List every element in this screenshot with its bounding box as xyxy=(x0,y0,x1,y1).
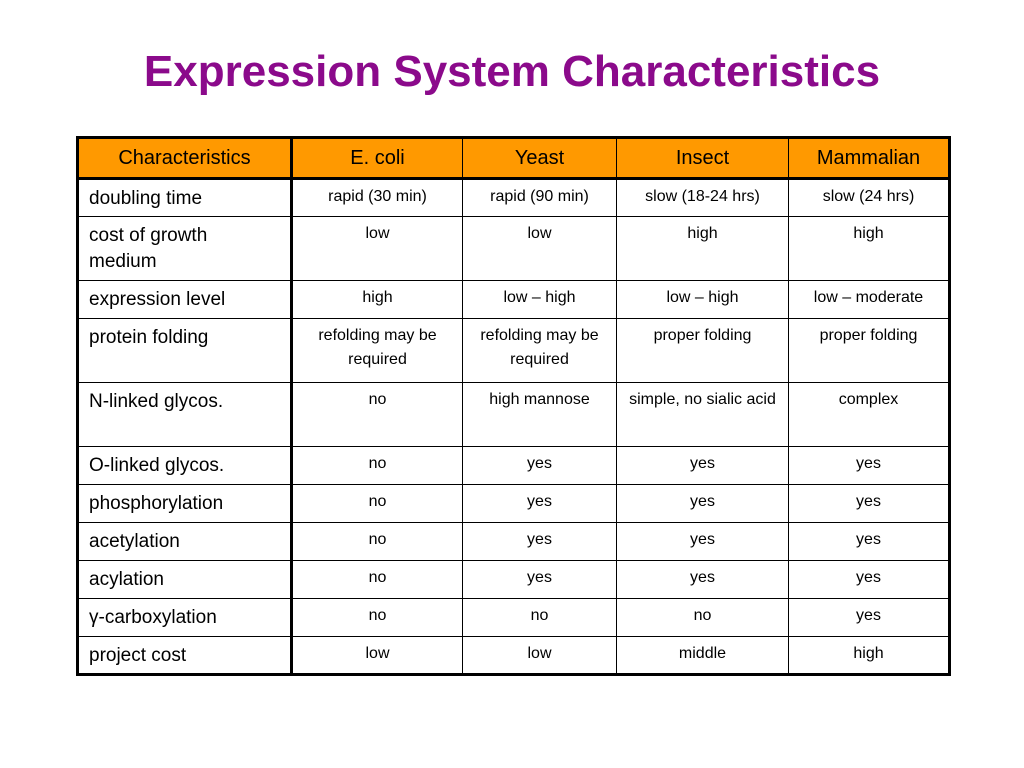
table-cell: no xyxy=(291,560,463,599)
table-cell: yes xyxy=(616,560,789,599)
table-cell: yes xyxy=(462,522,617,561)
row-label: N-linked glycos. xyxy=(76,382,293,447)
row-label: project cost xyxy=(76,636,293,676)
table-header-row: Characteristics E. coli Yeast Insect Mam… xyxy=(76,136,951,180)
slide-title: Expression System Characteristics xyxy=(143,47,881,96)
table-cell: yes xyxy=(462,560,617,599)
table-cell: yes xyxy=(788,446,951,485)
table-cell: refolding may be required xyxy=(462,318,617,383)
column-header: Mammalian xyxy=(788,136,951,180)
table-cell: low – high xyxy=(462,280,617,319)
expression-system-table: Characteristics E. coli Yeast Insect Mam… xyxy=(76,136,951,676)
table-cell: middle xyxy=(616,636,789,676)
column-header: Insect xyxy=(616,136,789,180)
row-label: acylation xyxy=(76,560,293,599)
table-body: doubling time rapid (30 min) rapid (90 min… xyxy=(76,178,951,676)
table-row: O-linked glycos. no yes yes yes xyxy=(76,446,951,485)
table-cell: no xyxy=(616,598,789,637)
row-label: doubling time xyxy=(76,178,293,217)
table-row: project cost low low middle high xyxy=(76,636,951,676)
table-cell: slow (24 hrs) xyxy=(788,178,951,217)
table-cell: low – high xyxy=(616,280,789,319)
table-cell: yes xyxy=(616,522,789,561)
table-cell: proper folding xyxy=(616,318,789,383)
row-label: γ-carboxylation xyxy=(76,598,293,637)
table-cell: high xyxy=(291,280,463,319)
table-cell: no xyxy=(291,598,463,637)
table-cell: no xyxy=(291,484,463,523)
table-row: N-linked glycos. no high mannose simple, no… xyxy=(76,382,951,447)
table-row: phosphorylation no yes yes yes xyxy=(76,484,951,523)
table-cell: rapid (90 min) xyxy=(462,178,617,217)
table-cell: low – moderate xyxy=(788,280,951,319)
row-label: expression level xyxy=(76,280,293,319)
table-cell: yes xyxy=(788,484,951,523)
table-cell: no xyxy=(291,522,463,561)
table-cell: complex xyxy=(788,382,951,447)
column-header: Yeast xyxy=(462,136,617,180)
table-cell: high mannose xyxy=(462,382,617,447)
column-header: E. coli xyxy=(291,136,463,180)
table-cell: high xyxy=(788,636,951,676)
row-label: cost of growth medium xyxy=(76,216,293,281)
table-cell: refolding may be required xyxy=(291,318,463,383)
table-cell: rapid (30 min) xyxy=(291,178,463,217)
table-row: doubling time rapid (30 min) rapid (90 min… xyxy=(76,178,951,217)
table-cell: no xyxy=(291,446,463,485)
table-cell: yes xyxy=(788,598,951,637)
table-cell: high xyxy=(788,216,951,281)
table-row: acetylation no yes yes yes xyxy=(76,522,951,561)
table-cell: yes xyxy=(616,446,789,485)
table-cell: yes xyxy=(462,446,617,485)
table-row: acylation no yes yes yes xyxy=(76,560,951,599)
row-label: protein folding xyxy=(76,318,293,383)
row-label: phosphorylation xyxy=(76,484,293,523)
table-cell: no xyxy=(462,598,617,637)
table-cell: proper folding xyxy=(788,318,951,383)
table-cell: no xyxy=(291,382,463,447)
table-row: expression level high low – high low – high… xyxy=(76,280,951,319)
table-cell: yes xyxy=(788,522,951,561)
table-cell: high xyxy=(616,216,789,281)
row-label: O-linked glycos. xyxy=(76,446,293,485)
table-cell: low xyxy=(462,636,617,676)
table-cell: low xyxy=(291,636,463,676)
table-cell: low xyxy=(462,216,617,281)
table-cell: slow (18-24 hrs) xyxy=(616,178,789,217)
table-cell: yes xyxy=(462,484,617,523)
table-cell: yes xyxy=(788,560,951,599)
table-row: cost of growth medium low low high high xyxy=(76,216,951,281)
table-row: γ-carboxylation no no no yes xyxy=(76,598,951,637)
row-label: acetylation xyxy=(76,522,293,561)
table-cell: yes xyxy=(616,484,789,523)
table-cell: low xyxy=(291,216,463,281)
table-row: protein folding refolding may be required… xyxy=(76,318,951,383)
table-cell: simple, no sialic acid xyxy=(616,382,789,447)
column-header: Characteristics xyxy=(76,136,293,180)
